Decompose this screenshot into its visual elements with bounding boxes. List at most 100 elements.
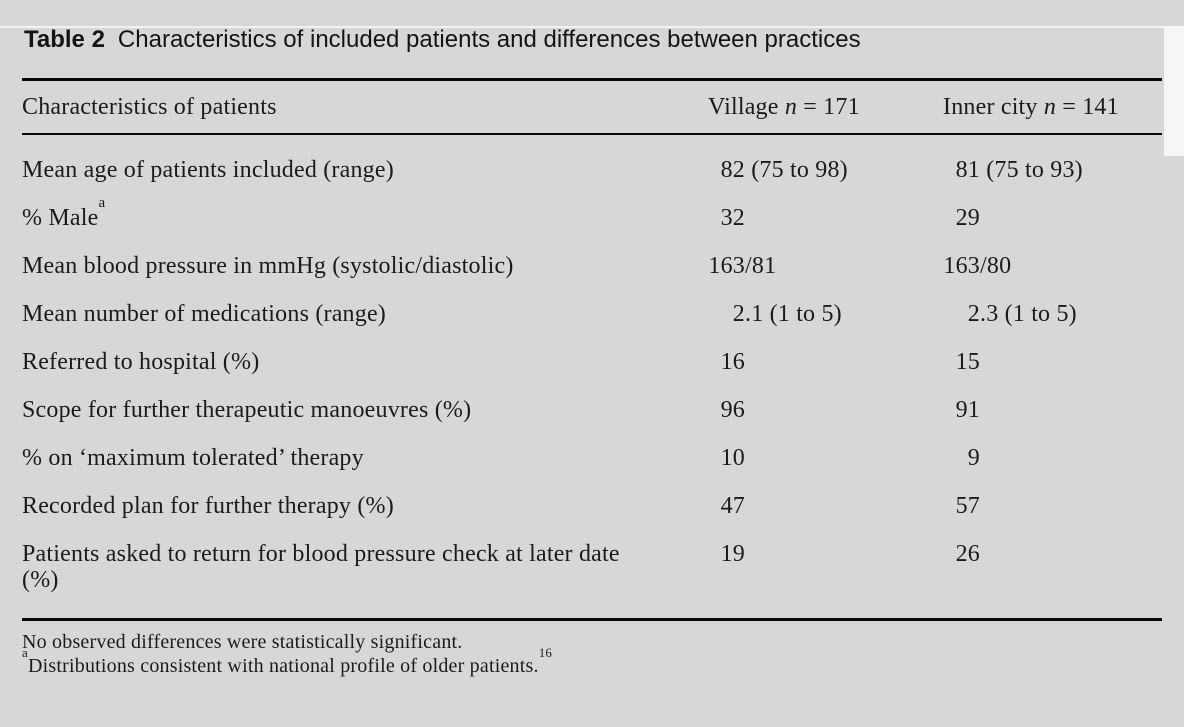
row-label: Patients asked to return for blood press… bbox=[22, 541, 620, 593]
inner-city-value-number: 81 bbox=[955, 157, 980, 183]
table-caption: Table 2 Characteristics of included patie… bbox=[24, 26, 1162, 54]
table-header-row: Characteristics of patients Village n = … bbox=[22, 81, 1162, 133]
scan-edge-artifact-right bbox=[1164, 26, 1184, 156]
inner-city-n-symbol: n bbox=[1043, 93, 1057, 120]
inner-city-value-number: 57 bbox=[955, 493, 980, 519]
village-value-number: 10 bbox=[720, 445, 745, 471]
table-row: % Malea 32 29 bbox=[22, 183, 1162, 232]
table-caption-label: Table 2 bbox=[24, 26, 105, 53]
row-label: Mean blood pressure in mmHg (systolic/di… bbox=[22, 253, 514, 279]
table-bottom-rule bbox=[22, 618, 1162, 621]
footnote-text: Distributions consistent with national p… bbox=[27, 655, 539, 677]
village-value-rest: (75 to 98) bbox=[745, 157, 848, 183]
inner-city-cell: 26 bbox=[905, 541, 1162, 567]
row-label: Recorded plan for further therapy (%) bbox=[22, 493, 394, 519]
village-cell: 10 bbox=[677, 445, 905, 471]
village-value-rest: .1 (1 to 5) bbox=[745, 301, 842, 327]
column-header-inner-city: Inner city n = 141 bbox=[905, 94, 1162, 121]
inner-city-value-rest: /80 bbox=[980, 253, 1012, 279]
row-label-cell: % on ‘maximum tolerated’ therapy bbox=[22, 445, 677, 471]
village-cell: 19 bbox=[677, 541, 905, 567]
table-row: Recorded plan for further therapy (%) 47… bbox=[22, 471, 1162, 519]
inner-city-value-rest: .3 (1 to 5) bbox=[980, 301, 1077, 327]
village-header-name: Village bbox=[708, 93, 779, 120]
village-value-number: 19 bbox=[720, 541, 745, 567]
inner-city-value-number: 91 bbox=[955, 397, 980, 423]
footnote-reference-superscript: 16 bbox=[538, 645, 553, 661]
table-row: % on ‘maximum tolerated’ therapy 10 9 bbox=[22, 423, 1162, 471]
table-top-rule bbox=[22, 78, 1162, 81]
scan-edge-artifact-top bbox=[0, 26, 1184, 28]
village-value-number: 47 bbox=[720, 493, 745, 519]
table-figure: Table 2 Characteristics of included patie… bbox=[0, 26, 1184, 678]
village-cell: 2.1 (1 to 5) bbox=[677, 301, 905, 327]
inner-city-header-name: Inner city bbox=[943, 93, 1038, 120]
village-value-number: 82 bbox=[720, 157, 745, 183]
table-footnotes: No observed differences were statistical… bbox=[22, 630, 1162, 678]
column-header-village: Village n = 171 bbox=[677, 94, 905, 121]
village-n-symbol: n bbox=[784, 93, 798, 120]
row-label-cell: Mean age of patients included (range) bbox=[22, 157, 677, 183]
inner-city-cell: 29 bbox=[905, 205, 1162, 231]
row-label-cell: Recorded plan for further therapy (%) bbox=[22, 493, 677, 519]
row-label: % on ‘maximum tolerated’ therapy bbox=[22, 445, 364, 471]
inner-city-value-number: 2 bbox=[967, 301, 980, 327]
village-value-number: 163 bbox=[708, 253, 745, 279]
table-row: Mean blood pressure in mmHg (systolic/di… bbox=[22, 231, 1162, 279]
row-label: Scope for further therapeutic manoeuvres… bbox=[22, 397, 472, 423]
row-label-cell: Mean blood pressure in mmHg (systolic/di… bbox=[22, 253, 677, 279]
village-value-rest: /81 bbox=[745, 253, 777, 279]
row-label-cell: Patients asked to return for blood press… bbox=[22, 541, 677, 593]
inner-city-cell: 57 bbox=[905, 493, 1162, 519]
village-cell: 32 bbox=[677, 205, 905, 231]
village-cell: 96 bbox=[677, 397, 905, 423]
village-value-number: 2 bbox=[732, 301, 745, 327]
table-row: Patients asked to return for blood press… bbox=[22, 519, 1162, 593]
inner-city-cell: 91 bbox=[905, 397, 1162, 423]
footnote-significance: No observed differences were statistical… bbox=[22, 630, 1162, 654]
table-caption-text: Characteristics of included patients and… bbox=[117, 26, 861, 53]
row-label: Mean number of medications (range) bbox=[22, 301, 386, 327]
inner-city-value-number: 163 bbox=[943, 253, 980, 279]
village-value-number: 96 bbox=[720, 397, 745, 423]
footnote-lead-superscript: a bbox=[22, 645, 28, 661]
inner-city-value-rest: (75 to 93) bbox=[980, 157, 1083, 183]
inner-city-cell: 2.3 (1 to 5) bbox=[905, 301, 1162, 327]
village-cell: 47 bbox=[677, 493, 905, 519]
table-body: Mean age of patients included (range) 82… bbox=[22, 135, 1162, 593]
inner-city-cell: 15 bbox=[905, 349, 1162, 375]
table-row: Mean age of patients included (range) 82… bbox=[22, 135, 1162, 183]
column-header-characteristics: Characteristics of patients bbox=[22, 93, 277, 120]
row-label-cell: Mean number of medications (range) bbox=[22, 301, 677, 327]
table-header-rule bbox=[22, 133, 1162, 135]
row-label-cell: % Malea bbox=[22, 195, 677, 232]
table-row: Mean number of medications (range) 2.1 (… bbox=[22, 279, 1162, 327]
village-cell: 163/81 bbox=[677, 253, 905, 279]
footnote-distributions: aDistributions consistent with national … bbox=[22, 646, 1162, 678]
inner-city-cell: 81 (75 to 93) bbox=[905, 157, 1162, 183]
village-value-number: 32 bbox=[720, 205, 745, 231]
row-label: % Malea bbox=[22, 195, 106, 232]
inner-city-cell: 163/80 bbox=[905, 253, 1162, 279]
inner-city-value-number: 15 bbox=[955, 349, 980, 375]
row-label-cell: Referred to hospital (%) bbox=[22, 349, 677, 375]
inner-city-value-number: 26 bbox=[955, 541, 980, 567]
village-cell: 82 (75 to 98) bbox=[677, 157, 905, 183]
village-cell: 16 bbox=[677, 349, 905, 375]
table-row: Referred to hospital (%) 16 15 bbox=[22, 327, 1162, 375]
village-n-count: 171 bbox=[823, 93, 860, 120]
inner-city-value-number: 9 bbox=[967, 445, 980, 471]
village-eq-sign: = bbox=[803, 93, 817, 120]
inner-city-eq-sign: = bbox=[1062, 93, 1076, 120]
inner-city-n-count: 141 bbox=[1082, 93, 1119, 120]
village-value-number: 16 bbox=[720, 349, 745, 375]
inner-city-value-number: 29 bbox=[955, 205, 980, 231]
scanned-paper-page: { "caption": { "label": "Table 2", "text… bbox=[0, 26, 1184, 727]
table-row: Scope for further therapeutic manoeuvres… bbox=[22, 375, 1162, 423]
footnote-text: No observed differences were statistical… bbox=[22, 631, 463, 653]
row-label-cell: Scope for further therapeutic manoeuvres… bbox=[22, 397, 677, 423]
row-label-superscript: a bbox=[98, 195, 106, 211]
row-label: Referred to hospital (%) bbox=[22, 349, 260, 375]
row-label: Mean age of patients included (range) bbox=[22, 157, 394, 183]
inner-city-cell: 9 bbox=[905, 445, 1162, 471]
